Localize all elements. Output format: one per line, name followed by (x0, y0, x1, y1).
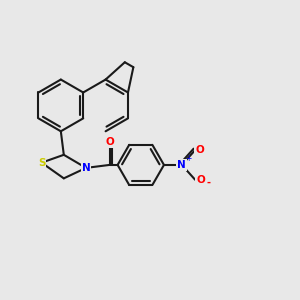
Text: O: O (196, 175, 205, 185)
Text: N: N (82, 163, 90, 173)
Text: S: S (38, 158, 45, 168)
Text: +: + (185, 154, 191, 163)
Text: -: - (207, 178, 211, 188)
Text: O: O (105, 137, 114, 147)
Text: O: O (195, 145, 204, 155)
Text: N: N (177, 160, 186, 170)
